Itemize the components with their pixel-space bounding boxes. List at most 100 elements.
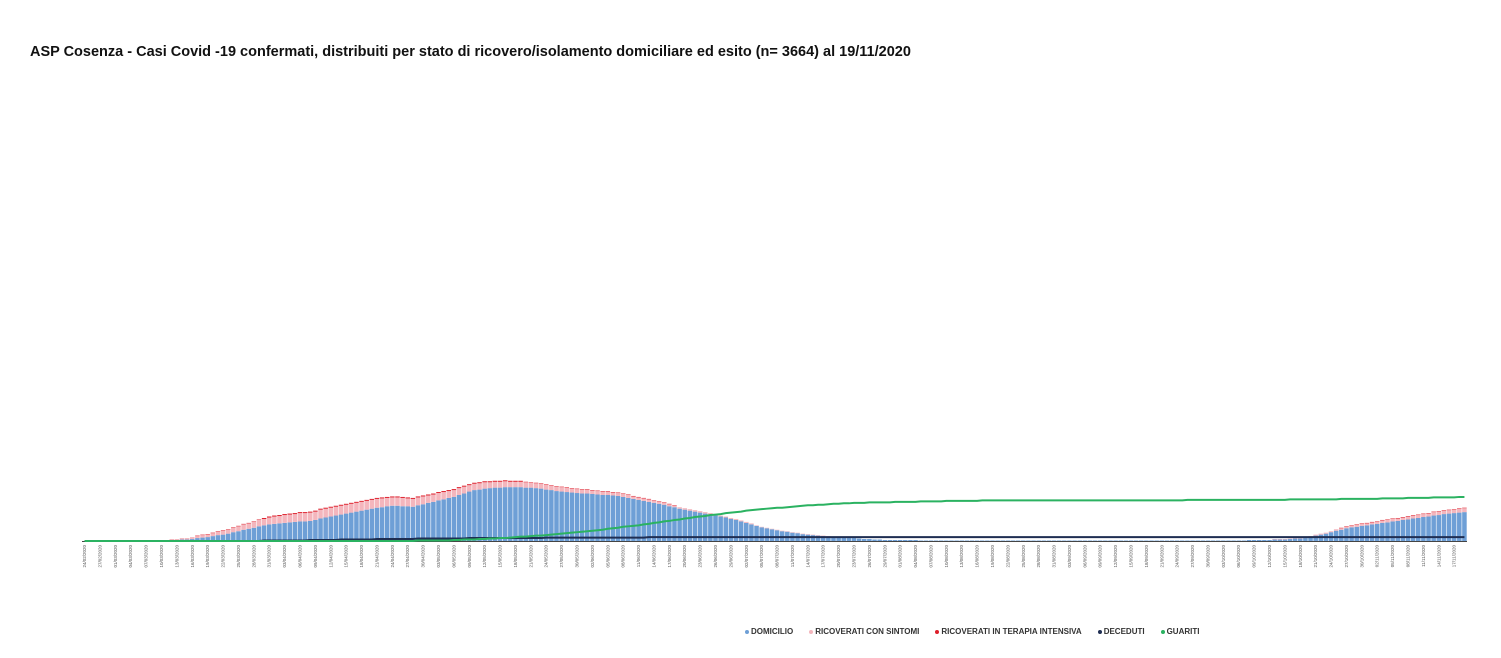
bar-domicilio [867, 539, 872, 541]
x-tick-label: 16/03/2020 [190, 545, 195, 568]
bar-ricoverati-in-terapia-intensiva [446, 490, 452, 492]
bar-domicilio [195, 538, 200, 541]
x-tick-label: 07/03/2020 [144, 545, 149, 568]
bar-ricoverati-in-terapia-intensiva [374, 497, 380, 499]
bar-domicilio [1446, 513, 1452, 541]
bar-ricoverati-con-sintomi [677, 507, 682, 509]
bar-domicilio [1374, 523, 1380, 541]
bar-domicilio [513, 487, 518, 541]
x-tick-label: 12/10/2020 [1267, 545, 1272, 568]
bar-domicilio [677, 508, 682, 541]
bar-ricoverati-con-sintomi [220, 530, 226, 535]
x-tick-label: 24/09/2020 [1175, 545, 1180, 568]
bar-domicilio [1400, 519, 1406, 541]
bar-domicilio [538, 488, 544, 541]
x-tick-label: 12/04/2020 [328, 545, 333, 568]
bar-domicilio [574, 493, 580, 541]
bar-domicilio [1421, 517, 1426, 541]
bar-domicilio [241, 529, 246, 541]
x-tick-label: 03/05/2020 [436, 545, 441, 568]
x-tick-label: 24/02/2020 [82, 545, 87, 568]
bar-domicilio [415, 505, 421, 541]
bar-ricoverati-con-sintomi [1405, 516, 1411, 520]
bar-domicilio [502, 487, 508, 541]
bar-ricoverati-con-sintomi [1369, 522, 1375, 525]
x-tick-label: 27/02/2020 [97, 545, 102, 568]
x-tick-label: 09/09/2020 [1098, 545, 1103, 568]
bar-ricoverati-con-sintomi [708, 513, 713, 515]
bar-domicilio [338, 514, 344, 541]
x-tick-label: 03/04/2020 [282, 545, 287, 568]
x-tick-label: 17/07/2020 [821, 545, 826, 568]
bar-domicilio [1395, 520, 1401, 541]
legend-swatch [745, 629, 749, 634]
bar-ricoverati-con-sintomi [1333, 529, 1339, 531]
bar-ricoverati-con-sintomi [472, 483, 477, 491]
bar-domicilio [728, 518, 734, 541]
bar-domicilio [744, 522, 749, 541]
x-tick-label: 14/06/2020 [651, 545, 656, 568]
bar-domicilio [697, 512, 703, 541]
bar-domicilio [733, 519, 739, 541]
bar-domicilio [1267, 540, 1272, 541]
x-tick-label: 06/10/2020 [1236, 545, 1241, 568]
bar-ricoverati-con-sintomi [626, 494, 631, 498]
x-tick-label: 18/04/2020 [359, 545, 364, 568]
bar-ricoverati-con-sintomi [1313, 534, 1318, 536]
bar-ricoverati-con-sintomi [184, 538, 190, 540]
bar-ricoverati-con-sintomi [1400, 517, 1406, 520]
bar-domicilio [456, 494, 462, 541]
bar-ricoverati-con-sintomi [1390, 518, 1395, 522]
bar-domicilio [384, 506, 390, 541]
bar-ricoverati-con-sintomi [231, 527, 236, 533]
bar-domicilio [323, 517, 328, 541]
bar-ricoverati-in-terapia-intensiva [369, 498, 375, 500]
x-tick-label: 21/09/2020 [1159, 545, 1164, 568]
x-tick-label: 11/07/2020 [790, 545, 795, 568]
bar-ricoverati-con-sintomi [236, 526, 241, 532]
bar-domicilio [1256, 540, 1262, 541]
bar-domicilio [851, 538, 857, 541]
x-tick-label: 17/11/2020 [1452, 545, 1457, 568]
x-tick-label: 29/07/2020 [882, 545, 887, 568]
bar-ricoverati-con-sintomi [518, 481, 523, 488]
bar-ricoverati-con-sintomi [508, 481, 513, 488]
x-tick-label: 04/03/2020 [128, 545, 133, 568]
bar-ricoverati-con-sintomi [277, 516, 282, 524]
bar-domicilio [518, 487, 523, 541]
bar-domicilio [1277, 539, 1283, 541]
bar-domicilio [246, 528, 251, 541]
x-tick-label: 01/03/2020 [113, 545, 118, 568]
bar-domicilio [266, 524, 272, 541]
x-tick-label: 18/10/2020 [1298, 545, 1303, 568]
bar-domicilio [631, 498, 636, 541]
bar-domicilio [364, 509, 369, 541]
bar-domicilio [236, 531, 241, 541]
bar-domicilio [759, 527, 764, 541]
bar-domicilio [497, 487, 503, 541]
x-tick-label: 27/04/2020 [405, 545, 410, 568]
bar-ricoverati-in-terapia-intensiva [502, 480, 508, 482]
x-tick-label: 02/07/2020 [744, 545, 749, 568]
bar-domicilio [313, 519, 318, 541]
bar-ricoverati-con-sintomi [1395, 518, 1401, 521]
bar-domicilio [297, 521, 303, 541]
bar-ricoverati-con-sintomi [328, 507, 334, 517]
legend-item: RICOVERATI CON SINTOMI [809, 627, 919, 636]
legend-label: RICOVERATI CON SINTOMI [815, 627, 920, 636]
legend-swatch [1160, 629, 1165, 634]
bar-ricoverati-in-terapia-intensiva [308, 511, 313, 513]
bar-domicilio [692, 511, 698, 541]
bar-domicilio [467, 491, 472, 541]
bar-ricoverati-in-terapia-intensiva [508, 480, 513, 482]
bar-domicilio [523, 487, 528, 541]
legend-label: DECEDUTI [1103, 627, 1145, 636]
bar-ricoverati-con-sintomi [338, 505, 344, 515]
bar-ricoverati-con-sintomi [246, 523, 251, 529]
bar-ricoverati-in-terapia-intensiva [328, 506, 334, 508]
bar-domicilio [749, 524, 754, 541]
bar-domicilio [282, 522, 287, 541]
bar-ricoverati-con-sintomi [651, 500, 657, 503]
bar-domicilio [205, 537, 210, 541]
bar-ricoverati-in-terapia-intensiva [379, 497, 385, 499]
